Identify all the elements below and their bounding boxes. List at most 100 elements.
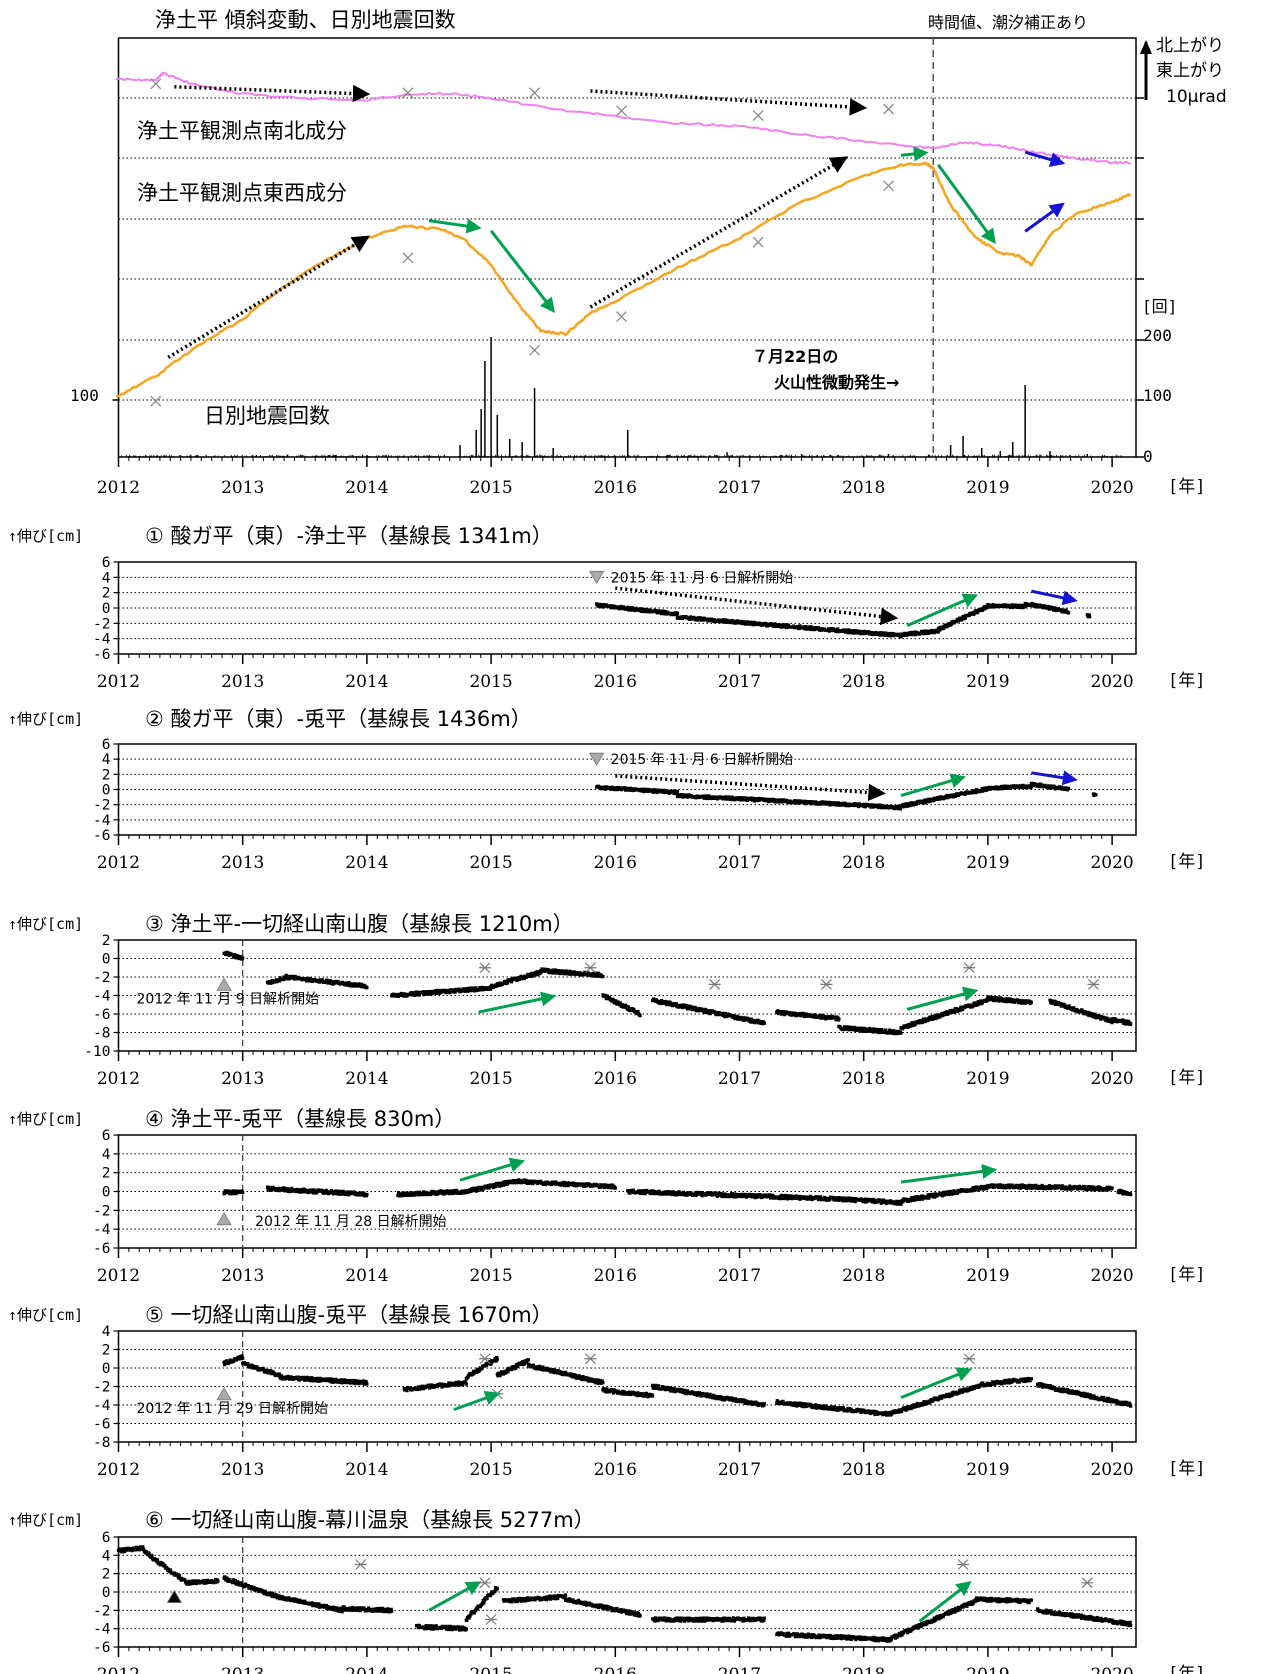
baseline-xtick-label: 2018	[842, 1460, 885, 1480]
baseline-xtick-label: 2020	[1090, 1665, 1133, 1674]
baseline-data-dots	[464, 1355, 499, 1381]
baseline-xtick-label: 2012	[97, 1665, 140, 1674]
y-tick-label: -2	[93, 1203, 110, 1219]
baseline-data-dots	[265, 1185, 369, 1198]
baseline-x-unit: [年]	[1168, 671, 1205, 691]
y-tick-label: 0	[102, 783, 111, 799]
baseline-xtick-label: 2020	[1090, 853, 1133, 873]
ew-series-line	[115, 161, 1132, 398]
quake-cross-mark	[402, 87, 414, 99]
baseline-xtick-label: 2014	[345, 672, 388, 692]
y-tick-label: 4	[102, 570, 111, 586]
baseline-data-dots	[564, 1597, 642, 1618]
quake-star-mark	[708, 978, 721, 990]
baseline-xtick-label: 2013	[221, 853, 264, 873]
y-tick-label: 6	[102, 1128, 111, 1144]
quake-cross-mark	[752, 110, 764, 122]
baseline-xtick-label: 2015	[469, 1266, 512, 1286]
baseline-data-dots	[489, 970, 543, 990]
baseline-data-dots	[1023, 601, 1071, 615]
baseline-data-dots	[601, 1387, 655, 1399]
baseline-xtick-label: 2016	[594, 1266, 637, 1286]
baseline-x-unit: [年]	[1168, 1265, 1205, 1285]
y-tick-label: -6	[93, 647, 110, 663]
baseline-xtick-label: 2018	[842, 1665, 885, 1674]
baseline-data-dots	[775, 1399, 891, 1417]
baseline-xtick-label: 2019	[966, 853, 1009, 873]
baseline-xtick-label: 2012	[97, 1460, 140, 1480]
scale-label-east: 東上がり	[1156, 61, 1224, 81]
baseline-data-dots	[651, 1616, 766, 1623]
ns-series-line	[115, 71, 1132, 165]
baseline-xtick-label: 2013	[221, 1460, 264, 1480]
y-tick-label: -2	[93, 616, 110, 632]
baseline-data-dots	[936, 604, 990, 632]
tilt-arrow	[900, 146, 929, 162]
y-tick-label: -4	[93, 813, 111, 829]
baseline-data-dots	[1116, 1188, 1133, 1197]
baseline-xtick-label: 2017	[718, 1460, 761, 1480]
baseline-title: ⑤ 一切経山南山腹-兎平（基線長 1670m）	[145, 1303, 553, 1327]
baseline-data-dots	[980, 1376, 1033, 1388]
tilt-xtick-label: 2016	[594, 478, 637, 498]
analysis-start-annotation: 2012 年 11 月 29 日解析開始	[137, 1401, 329, 1417]
y-tick-label: -10	[84, 1044, 110, 1060]
y-tick-label: 2	[102, 1567, 111, 1583]
y-tick-label: -4	[93, 989, 111, 1005]
analysis-start-marker	[216, 977, 232, 991]
baseline-x-unit: [年]	[1168, 1664, 1205, 1674]
baseline-data-dots	[501, 1593, 568, 1604]
tilt-xtick-label: 2019	[966, 478, 1009, 498]
baseline-data-dots	[1036, 1607, 1133, 1628]
y-tick-label: 2	[102, 1166, 111, 1182]
baseline-title: ① 酸ガ平（東）-浄土平（基線長 1341m）	[145, 524, 553, 548]
baseline-data-dots	[222, 950, 245, 961]
baseline-arrow	[428, 1581, 482, 1612]
baseline-title: ② 酸ガ平（東）-兎平（基線長 1436m）	[145, 707, 532, 731]
y-tick-label: -6	[93, 1417, 110, 1433]
baseline-data-dots	[595, 784, 679, 796]
baseline-xtick-label: 2016	[594, 672, 637, 692]
baseline-data-dots	[775, 1009, 841, 1022]
scale-label-value: 10μrad	[1166, 87, 1227, 107]
quake-star-mark	[1081, 1577, 1094, 1589]
baseline-arrow	[459, 1157, 526, 1182]
baseline-xtick-label: 2017	[718, 1266, 761, 1286]
baseline-xtick-label: 2012	[97, 1069, 140, 1089]
y-tick-label: -2	[93, 798, 110, 814]
baseline-xtick-label: 2016	[594, 1069, 637, 1089]
quake-cross-mark	[752, 236, 764, 248]
baseline-data-dots	[464, 1178, 518, 1195]
baseline-xtick-label: 2012	[97, 1266, 140, 1286]
baseline-data-dots	[601, 993, 642, 1018]
quake-star-mark	[963, 962, 976, 974]
right-tick-0: 0	[1143, 447, 1153, 466]
baseline-data-dots	[837, 1196, 903, 1206]
y-tick-label: -8	[93, 1435, 110, 1451]
y-tick-label: -4	[93, 1398, 111, 1414]
baseline-data-dots	[986, 783, 1033, 791]
y-tick-label: 6	[102, 737, 111, 753]
baseline-data-dots	[886, 1599, 978, 1643]
baseline-xtick-label: 2012	[97, 853, 140, 873]
baseline-xtick-label: 2020	[1090, 1069, 1133, 1089]
baseline-data-dots	[185, 1577, 220, 1586]
baseline-data-dots	[675, 615, 866, 636]
baseline-data-dots	[899, 997, 990, 1031]
y-tick-label: 0	[102, 952, 111, 968]
quake-series-label: 日別地震回数	[204, 404, 330, 428]
y-tick-label: 4	[102, 1147, 111, 1163]
baseline-data-dots	[837, 1024, 903, 1036]
baseline-arrow	[615, 586, 899, 626]
quake-star-mark	[478, 962, 491, 974]
quake-star-mark	[478, 1577, 491, 1589]
baseline-arrow	[900, 1163, 998, 1184]
quake-star-mark	[584, 1353, 597, 1365]
baseline-data-dots	[241, 1361, 282, 1379]
quake-star-mark	[1087, 978, 1100, 990]
baseline-xtick-label: 2013	[221, 1069, 264, 1089]
y-tick-label: 4	[102, 1548, 111, 1564]
baseline-xtick-label: 2013	[221, 672, 264, 692]
y-tick-label: 2	[102, 767, 111, 783]
tilt-xtick-label: 2013	[221, 478, 264, 498]
